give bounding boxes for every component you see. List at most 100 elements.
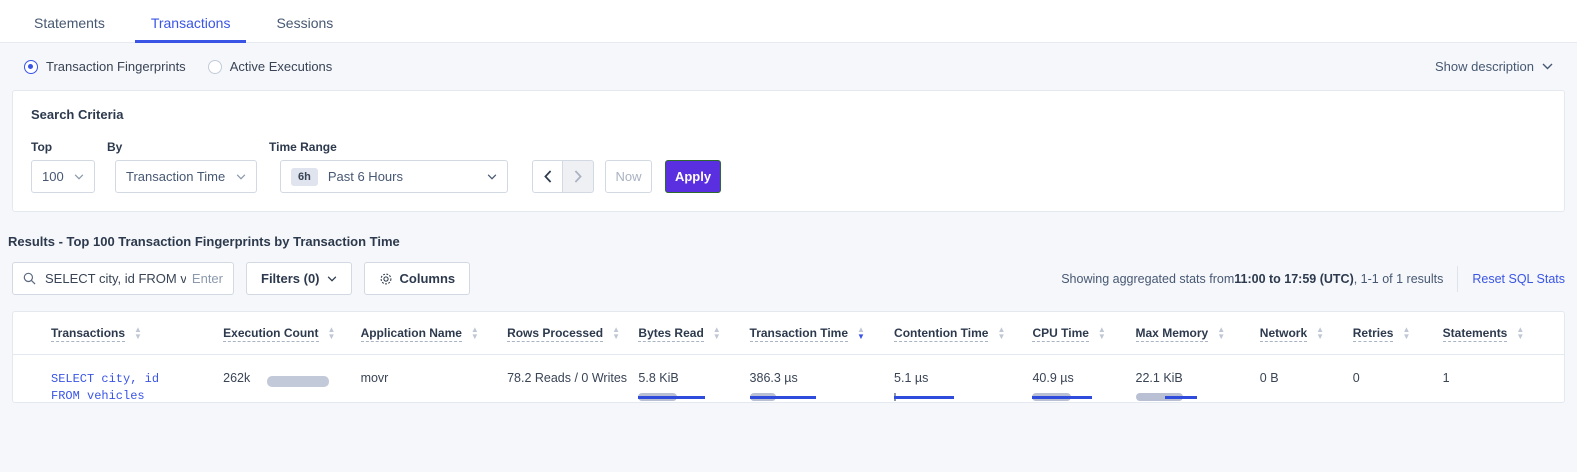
column-header-cpu-time[interactable]: CPU Time ▲ ▼ [1032,312,1136,355]
table-header-row: Transactions ▲ ▼ Execution Count ▲ ▼ Appli… [13,312,1564,355]
time-range-field: Time Range 6h Past 6 Hours [269,140,508,193]
transaction-sql-link[interactable]: SELECT city, id FROM vehicles [51,372,160,403]
column-header-statements[interactable]: Statements ▲ ▼ [1442,312,1564,355]
bytes-read-bar [638,393,749,401]
transaction-time-value: 386.3 µs [749,371,798,385]
column-header-execution-count[interactable]: Execution Count ▲ ▼ [223,312,361,355]
column-label: CPU Time [1032,326,1089,342]
top-select[interactable]: 100 [31,160,95,193]
transaction-time-bar [749,393,894,401]
time-range-badge: 6h [291,167,318,186]
column-header-network[interactable]: Network ▲ ▼ [1259,312,1353,355]
column-header-transactions[interactable]: Transactions ▲ ▼ [13,312,224,355]
cell-transaction-time: 386.3 µs [749,355,894,403]
column-label: Application Name [360,326,462,342]
time-range-label: Time Range [269,140,337,154]
contention-time-bar [894,393,1032,401]
cell-retries: 0 [1352,371,1360,385]
search-criteria-title: Search Criteria [31,107,124,122]
cell-statements: 1 [1442,371,1450,385]
column-label: Transactions [51,326,126,342]
search-input[interactable]: SELECT city, id FROM vehicles W Enter [12,262,234,295]
sort-toggle-active[interactable]: ▲ ▼ [857,325,865,341]
table-row[interactable]: SELECT city, id FROM vehicles 262k movr … [13,355,1564,403]
execution-count-value: 262k [223,371,251,385]
tab-transactions[interactable]: Transactions [134,15,247,43]
columns-button[interactable]: Columns [363,262,471,295]
show-description-label: Show description [1435,59,1534,74]
top-label: Top [31,140,53,154]
cell-cpu-time: 40.9 µs [1032,355,1135,403]
cell-network: 0 B [1259,371,1279,385]
cpu-time-value: 40.9 µs [1032,371,1074,385]
bytes-read-value: 5.8 KiB [638,371,679,385]
search-criteria-card: Search Criteria Top 100 By Transaction T… [12,90,1565,212]
search-input-value[interactable]: SELECT city, id FROM vehicles W [45,271,186,286]
sort-toggle[interactable]: ▲ ▼ [470,325,479,341]
cell-transaction: SELECT city, id FROM vehicles [13,355,223,403]
sort-toggle[interactable]: ▲ ▼ [712,325,721,341]
sort-toggle[interactable]: ▲ ▼ [1097,325,1106,341]
by-value: Transaction Time [126,169,226,184]
results-toolbar: SELECT city, id FROM vehicles W Enter Fi… [0,249,1577,295]
gear-icon [380,273,391,284]
radio-active-executions[interactable]: Active Executions [207,59,333,74]
time-nav-group [532,160,594,193]
tab-statements[interactable]: Statements [34,15,105,31]
cell-application-name: movr [360,371,389,385]
column-header-rows-processed[interactable]: Rows Processed ▲ ▼ [507,312,639,355]
radio-selected-icon [24,59,38,74]
chevron-down-icon [327,275,336,282]
sort-toggle[interactable]: ▲ ▼ [612,325,621,341]
top-value: 100 [42,169,64,184]
reset-sql-stats-button[interactable]: Reset SQL Stats [1472,271,1565,286]
column-header-retries[interactable]: Retries ▲ ▼ [1352,312,1443,355]
radio-transaction-fingerprints-label: Transaction Fingerprints [46,59,186,74]
transactions-table: Transactions ▲ ▼ Execution Count ▲ ▼ Appli… [13,312,1564,403]
column-header-transaction-time[interactable]: Transaction Time ▲ ▼ [749,312,895,355]
search-enter-hint: Enter [191,271,223,286]
chevron-down-icon [487,173,497,180]
radio-unselected-icon [207,59,222,74]
next-time-button[interactable] [563,160,594,193]
radio-transaction-fingerprints[interactable]: Transaction Fingerprints [24,59,186,74]
now-button[interactable]: Now [605,160,652,193]
column-label: Transaction Time [749,326,849,342]
by-select[interactable]: Transaction Time [115,160,257,193]
stats-divider [1457,265,1459,292]
column-label: Retries [1352,326,1394,342]
cell-bytes-read: 5.8 KiB [638,355,749,403]
column-label: Max Memory [1135,326,1209,342]
show-description-toggle[interactable]: Show description [1435,59,1553,74]
sort-toggle[interactable]: ▲ ▼ [1516,325,1525,341]
sort-toggle[interactable]: ▲ ▼ [134,325,142,341]
contention-time-value: 5.1 µs [894,371,929,385]
cell-max-memory: 22.1 KiB [1135,355,1260,403]
sort-toggle[interactable]: ▲ ▼ [1402,325,1411,341]
cpu-time-bar [1032,393,1135,401]
search-criteria-fields: Top 100 By Transaction Time Time Range 6… [31,140,1546,193]
radio-active-executions-label: Active Executions [229,59,333,74]
sort-toggle[interactable]: ▲ ▼ [327,325,336,341]
time-range-select[interactable]: 6h Past 6 Hours [280,160,508,193]
sort-toggle[interactable]: ▲ ▼ [997,325,1006,341]
sort-toggle[interactable]: ▲ ▼ [1217,325,1226,341]
previous-time-button[interactable] [532,160,563,193]
apply-button[interactable]: Apply [665,160,721,193]
column-header-max-memory[interactable]: Max Memory ▲ ▼ [1135,312,1260,355]
stats-time-range: 11:00 to 17:59 (UTC) [1234,271,1354,286]
chevron-down-icon [1542,63,1553,70]
filters-button[interactable]: Filters (0) [246,262,352,295]
column-label: Network [1259,326,1308,342]
stats-suffix: , 1-1 of 1 results [1353,271,1444,286]
max-memory-bar [1135,393,1260,401]
by-field: By Transaction Time [107,140,257,193]
column-label: Rows Processed [507,326,604,342]
tab-sessions[interactable]: Sessions [276,15,334,31]
max-memory-value: 22.1 KiB [1135,371,1183,385]
column-header-contention-time[interactable]: Contention Time ▲ ▼ [894,312,1033,355]
column-header-application-name[interactable]: Application Name ▲ ▼ [360,312,508,355]
sort-toggle[interactable]: ▲ ▼ [1316,325,1325,341]
chevron-right-icon [574,170,582,183]
column-header-bytes-read[interactable]: Bytes Read ▲ ▼ [638,312,750,355]
